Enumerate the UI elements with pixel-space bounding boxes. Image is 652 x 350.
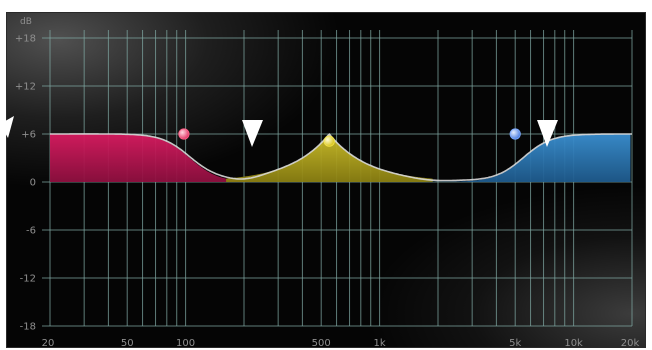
arrow-left-edge: [0, 116, 14, 138]
axis-labels: +18 +12 +6 0 -6 -12 -18 20 50 100 500 1k 5k 10k 20k: [15, 34, 640, 350]
freq-tick-label: 20k: [621, 338, 640, 349]
db-tick-label: 0: [30, 178, 36, 189]
db-tick-label: +18: [15, 34, 36, 45]
mid-peak-handle[interactable]: [323, 135, 335, 147]
freq-tick-label: 500: [312, 338, 331, 349]
freq-tick-label: 50: [121, 338, 134, 349]
db-tick-label: -12: [20, 274, 36, 285]
db-tick-label: +12: [15, 82, 36, 93]
low-shelf-fill: [50, 134, 266, 182]
response-curve: [50, 133, 632, 182]
db-tick-label: -6: [26, 226, 36, 237]
high-shelf-handle[interactable]: [509, 128, 521, 140]
freq-tick-label: 20: [42, 338, 55, 349]
arrow-high-shelf: [537, 120, 558, 147]
arrow-low-mid-dip: [242, 120, 263, 147]
freq-tick-label: 1k: [374, 338, 386, 349]
freq-tick-label: 5k: [509, 338, 521, 349]
db-unit-label: dB: [20, 17, 32, 27]
db-tick-label: +6: [21, 130, 36, 141]
response-curve-layer: [50, 133, 632, 182]
high-shelf-fill: [419, 134, 631, 182]
freq-tick-label: 10k: [564, 338, 583, 349]
band-handles[interactable]: [178, 128, 521, 147]
freq-tick-label: 100: [176, 338, 195, 349]
db-tick-label: -18: [20, 322, 36, 333]
low-shelf-handle[interactable]: [178, 128, 190, 140]
